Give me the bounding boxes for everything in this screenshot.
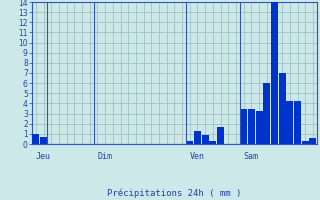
Bar bbox=[32, 134, 39, 144]
Bar bbox=[248, 108, 255, 144]
Text: Sam: Sam bbox=[244, 152, 259, 161]
Bar bbox=[209, 141, 216, 144]
Text: Précipitations 24h ( mm ): Précipitations 24h ( mm ) bbox=[107, 188, 242, 198]
Bar bbox=[302, 141, 309, 144]
Bar bbox=[186, 141, 193, 144]
Bar bbox=[309, 138, 316, 144]
Bar bbox=[263, 83, 270, 144]
Bar bbox=[271, 2, 278, 144]
Bar bbox=[240, 108, 247, 144]
Bar bbox=[294, 101, 301, 144]
Bar bbox=[217, 127, 224, 144]
Text: Ven: Ven bbox=[190, 152, 205, 161]
Bar bbox=[279, 73, 286, 144]
Bar bbox=[194, 131, 201, 144]
Text: Dim: Dim bbox=[97, 152, 112, 161]
Bar bbox=[256, 111, 262, 144]
Bar bbox=[40, 137, 47, 144]
Text: Jeu: Jeu bbox=[36, 152, 51, 161]
Bar bbox=[286, 101, 293, 144]
Bar bbox=[202, 135, 209, 144]
